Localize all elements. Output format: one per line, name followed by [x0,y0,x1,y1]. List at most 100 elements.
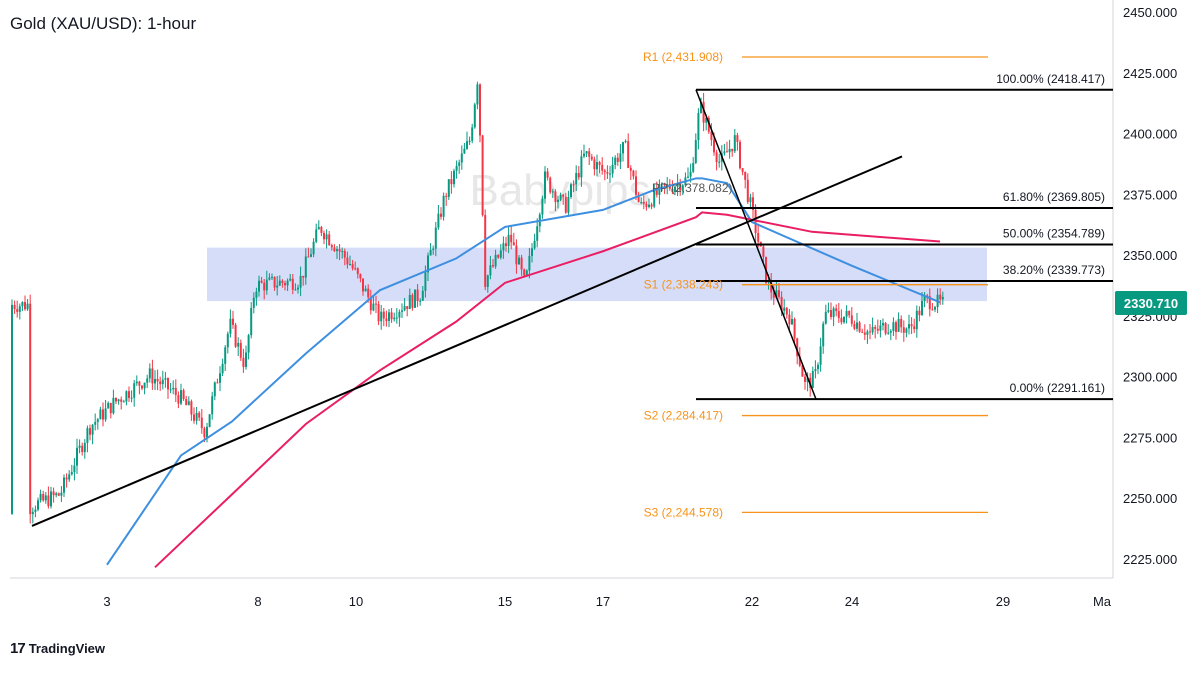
candle-body [564,196,567,213]
candle-body [138,381,141,386]
candle-body [315,229,318,242]
candle-body [915,310,918,330]
candle-body [143,382,146,389]
candle-body [468,140,471,142]
candle-body [172,387,175,390]
candle-body [182,390,185,400]
candle-body [234,324,237,347]
candle-body [120,399,123,402]
candle-body [889,331,892,333]
candle-body [247,335,250,353]
candle-body [557,199,559,202]
candle-body [570,184,572,198]
candle-body [687,176,689,178]
candle-body [629,167,632,171]
candle-body [499,250,502,258]
candle-body [81,445,84,453]
candle-body [679,182,682,191]
candle-body [845,310,848,317]
pivot-level-label: S2 (2,284.417) [644,409,723,423]
candle-body [42,493,45,501]
candle-body [265,279,268,291]
current-price-badge [1115,291,1187,316]
candle-body [382,311,385,319]
candle-body [801,365,804,377]
candle-body [104,408,107,420]
candle-body [923,295,926,301]
tradingview-footer: 17 TradingView [10,640,105,657]
candle-body [252,297,255,308]
candle-body [619,153,622,162]
candle-body [614,157,617,165]
candle-body [900,318,903,328]
candle-body [520,257,523,270]
candle-body [874,327,877,329]
candle-body [380,311,383,322]
candle-body [86,428,89,443]
candle-body [364,288,367,292]
candle-body [343,250,346,258]
candle-body [89,428,91,435]
candle-body [913,326,916,330]
candle-body [390,312,393,320]
candle-body [731,148,734,152]
tradingview-logo-icon: 17 [10,640,26,657]
candle-body [676,182,679,187]
candle-body [486,275,489,287]
candle-body [752,197,754,210]
candle-body [159,381,162,385]
chart-title: Gold (XAU/USD): 1-hour [10,14,197,33]
candle-body [494,254,497,267]
pivot-level-label: S1 (2,338.243) [644,278,723,292]
candle-body [221,363,224,374]
candle-body [68,474,71,480]
candle-body [910,324,913,327]
candle-body [843,316,845,323]
candle-body [655,188,658,195]
candle-body [822,323,825,347]
candle-body [408,294,411,310]
candle-body [193,414,195,421]
candle-body [356,268,359,275]
candle-body [286,280,289,286]
candle-body [424,272,427,291]
candle-body [692,163,695,172]
candle-body [702,101,705,123]
candle-body [544,171,546,199]
candle-body [645,203,648,208]
candle-body [447,179,450,197]
candle-body [328,234,331,246]
candle-body [939,294,942,300]
candle-body [819,346,822,365]
candle-body [850,315,853,324]
candle-body [169,389,172,391]
candle-body [76,447,78,466]
candle-body [895,322,897,332]
candle-body [606,172,609,174]
candle-body [663,183,666,186]
candle-body [34,509,37,512]
candle-body [185,399,188,406]
candle-body [580,156,583,178]
candle-body [395,317,398,319]
candle-body [562,194,565,197]
candle-body [902,327,905,333]
candle-body [863,332,866,335]
candle-body [450,179,453,185]
candle-body [37,500,39,510]
candle-body [289,278,292,281]
candle-body [148,368,151,379]
candle-body [674,186,676,192]
time-tick-label: 24 [845,594,859,609]
candle-body [135,381,138,384]
candle-body [130,397,133,399]
candle-body [583,153,585,157]
candle-body [161,379,164,385]
candle-body [229,318,232,334]
candle-body [463,148,466,154]
candle-body [250,307,253,336]
candle-body [622,142,624,154]
candle-body [466,141,468,149]
candle-body [232,318,234,325]
candle-body [796,338,799,357]
